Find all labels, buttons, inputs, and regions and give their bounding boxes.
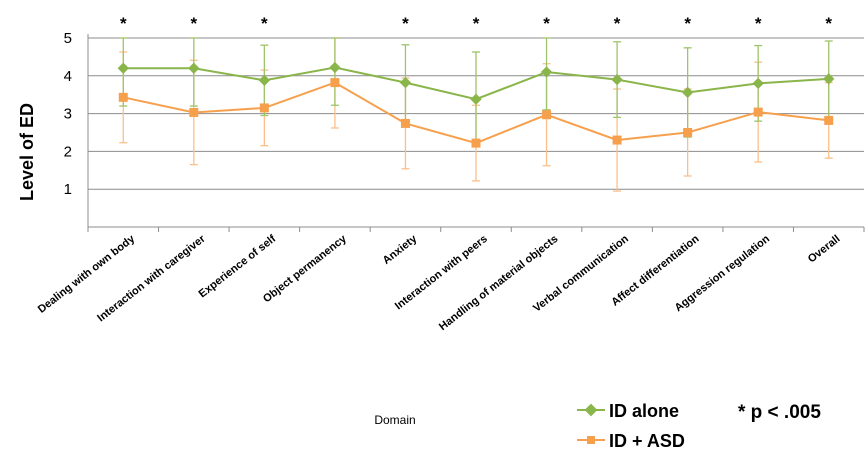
legend-label-id-asd: ID + ASD [609,431,685,451]
data-point-id-asd [259,103,269,113]
data-point-id-asd [330,78,340,88]
significance-star: * [120,14,127,33]
y-tick-label: 4 [64,68,72,85]
x-tick-label: Experience of self [197,233,279,301]
data-point-id-asd [189,107,199,117]
data-point-id-alone [188,62,200,74]
data-point-id-asd [824,115,834,125]
x-tick-label: Overall [806,233,843,265]
significance-star: * [825,14,832,33]
significance-star: * [684,14,691,33]
y-tick-label: 3 [64,106,72,123]
y-tick-label: 2 [64,143,72,160]
significance-star: * [614,14,621,33]
data-point-id-alone [117,62,129,74]
significance-note: * p < .005 [738,402,821,423]
legend-marker-id-alone [584,403,598,417]
significance-star: * [755,14,762,33]
data-point-id-asd [683,128,693,137]
significance-star: * [402,14,409,33]
significance-star: * [473,14,480,33]
y-tick-label: 1 [64,181,72,198]
data-point-id-alone [258,74,271,86]
x-tick-label: Handling of material objects [437,233,560,333]
y-tick-label: 5 [64,30,72,47]
significance-star: * [543,14,550,33]
data-point-id-alone [470,93,482,105]
significance-star: * [261,14,268,33]
data-point-id-asd [400,118,410,128]
significance-star: * [191,14,198,33]
data-point-id-asd [118,92,128,102]
error-bars [119,37,833,192]
data-point-id-asd [471,138,481,148]
axes [87,34,865,232]
significance-stars: * * * * * * * * * * [120,14,832,33]
legend: ID alone ID + ASD [577,401,685,451]
legend-label-id-alone: ID alone [609,401,679,421]
data-point-id-asd [753,107,763,117]
data-point-id-asd [542,110,552,120]
legend-marker-id-asd [587,436,595,444]
data-point-id-alone [752,77,764,90]
y-tick-labels: 1 2 3 4 5 [64,30,72,198]
x-tick-label: Anxiety [381,232,420,266]
data-point-id-alone [329,61,341,74]
y-axis-title: Level of ED [17,103,37,201]
data-point-id-asd [612,135,622,145]
x-axis-title: Domain [374,413,415,427]
